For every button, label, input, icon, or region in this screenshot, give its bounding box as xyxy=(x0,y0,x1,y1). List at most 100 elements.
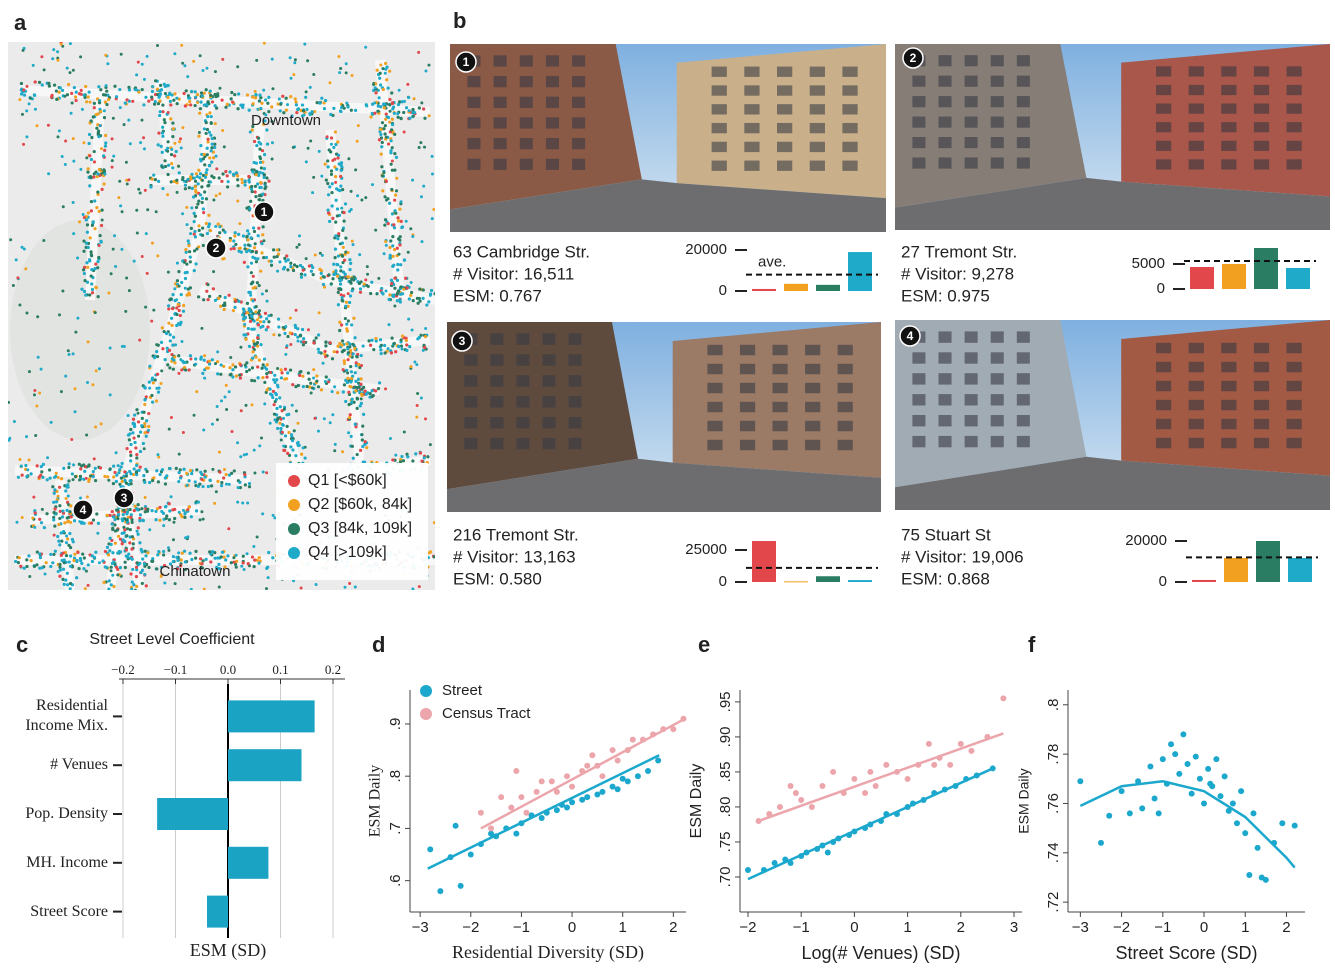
map-dot xyxy=(209,115,213,119)
map-dot xyxy=(396,216,400,220)
map-dot xyxy=(358,253,362,257)
map-dot xyxy=(135,568,139,572)
panel-label: f xyxy=(1028,632,1036,657)
map-dot xyxy=(86,167,90,171)
map-dot xyxy=(369,115,373,119)
map-dot xyxy=(273,418,277,422)
map-dot xyxy=(155,343,159,347)
map-dot xyxy=(388,245,392,250)
map-dot xyxy=(200,326,204,330)
map-dot xyxy=(252,139,257,144)
legend-swatch xyxy=(420,685,432,697)
map-dot xyxy=(237,92,241,96)
map-dot xyxy=(99,223,104,228)
map-dot xyxy=(343,585,347,589)
map-dot xyxy=(141,557,145,561)
photo-badge-number: 3 xyxy=(459,334,466,348)
point xyxy=(457,882,464,889)
map-dot xyxy=(282,416,286,420)
map-marker-number: 1 xyxy=(261,205,268,219)
map-dot xyxy=(293,58,297,62)
map-dot xyxy=(206,115,210,119)
map-dot xyxy=(119,476,124,480)
map-dot xyxy=(428,443,432,447)
map-dot xyxy=(223,468,227,472)
map-dot xyxy=(134,446,138,450)
map-dot xyxy=(258,156,263,161)
map-dot xyxy=(388,109,392,113)
map-dot xyxy=(189,103,193,107)
map-dot xyxy=(140,62,144,66)
map-dot xyxy=(429,288,434,293)
map-dot xyxy=(218,192,222,196)
map-dot xyxy=(339,269,343,273)
map-dot xyxy=(334,269,338,273)
bar xyxy=(1254,248,1278,289)
map-dot xyxy=(88,236,92,240)
photo-window xyxy=(990,137,1004,149)
map-dot xyxy=(245,235,249,239)
map-dot xyxy=(332,106,336,110)
map-dot xyxy=(102,580,106,584)
map-dot xyxy=(259,181,263,185)
map-dot xyxy=(81,268,86,272)
map-dot xyxy=(89,521,94,525)
map-dot xyxy=(188,286,193,290)
map-dot xyxy=(338,279,342,283)
map-dot xyxy=(352,316,356,320)
photo-window xyxy=(519,96,533,108)
map-dot xyxy=(189,177,193,181)
map-dot xyxy=(213,142,217,146)
map-dot xyxy=(99,239,103,243)
map-dot xyxy=(397,100,402,104)
photo-window xyxy=(1016,116,1030,128)
map-dot xyxy=(175,190,179,194)
map-dot xyxy=(330,390,334,394)
map-dot xyxy=(196,100,200,104)
map-dot xyxy=(155,507,160,511)
map-dot xyxy=(337,55,341,59)
map-dot xyxy=(212,198,216,202)
map-dot xyxy=(372,348,376,352)
map-dot xyxy=(291,383,295,387)
point xyxy=(1201,800,1208,807)
map-dot xyxy=(171,121,175,125)
map-dot xyxy=(324,340,328,344)
map-dot xyxy=(22,88,26,92)
map-dot xyxy=(382,102,386,106)
map-dot xyxy=(378,71,382,75)
map-dot xyxy=(70,472,74,476)
map-dot xyxy=(340,298,344,302)
bar xyxy=(1192,579,1216,582)
map-dot xyxy=(188,551,192,555)
map-dot xyxy=(363,440,367,444)
photo-window xyxy=(739,363,756,375)
map-dot xyxy=(108,536,112,540)
map-dot xyxy=(167,163,171,167)
map-dot xyxy=(238,486,243,490)
point xyxy=(883,761,890,768)
map-dot xyxy=(115,473,119,477)
photo-window xyxy=(1221,159,1237,170)
photo-window xyxy=(1188,418,1204,430)
map-dot xyxy=(204,366,209,370)
map-dot xyxy=(383,218,388,222)
map-dot xyxy=(288,316,292,320)
map-dot xyxy=(28,96,32,100)
map-dot xyxy=(348,354,352,358)
map-dot xyxy=(204,557,208,561)
map-dot xyxy=(72,558,76,563)
map-dot xyxy=(198,482,202,486)
photo-window xyxy=(1188,122,1204,133)
point xyxy=(538,814,545,821)
map-dot xyxy=(150,509,154,513)
map-dot xyxy=(254,194,258,199)
map-dot xyxy=(286,103,290,107)
map-dot xyxy=(253,558,257,562)
x-tick-label: 1 xyxy=(903,919,911,936)
map-dot xyxy=(253,89,257,93)
photo-window xyxy=(464,437,478,450)
photo-window xyxy=(990,394,1004,406)
map-dot xyxy=(216,372,220,376)
map-dot xyxy=(319,388,324,392)
